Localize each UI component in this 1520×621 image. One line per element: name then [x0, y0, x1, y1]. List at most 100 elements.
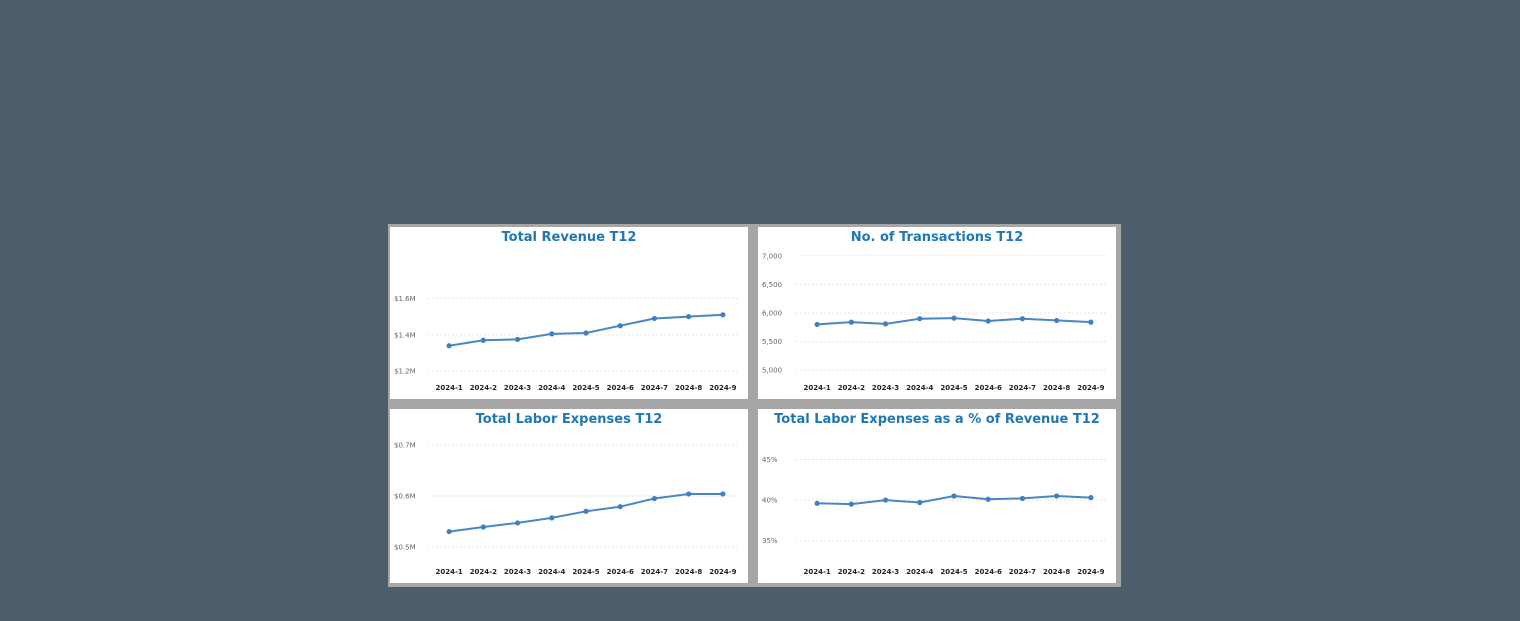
- chart-title: Total Revenue T12: [501, 230, 637, 245]
- y-tick-label: $1.2M: [394, 368, 416, 376]
- y-tick-label: $1.4M: [394, 331, 416, 339]
- x-tick-label: 2024-8: [675, 568, 702, 576]
- chart-transactions: No. of Transactions T12 5,000 5,500 6,000 6…: [758, 227, 1116, 399]
- x-tick-label: 2024-3: [504, 568, 531, 576]
- x-tick-label: 2024-6: [607, 568, 634, 576]
- data-point: [1088, 319, 1094, 325]
- x-tick-label: 2024-6: [975, 384, 1002, 392]
- data-point: [848, 319, 854, 325]
- x-tick-label: 2024-9: [1077, 568, 1104, 576]
- y-tick-label: 45%: [762, 456, 778, 464]
- x-tick-label: 2024-8: [675, 384, 702, 392]
- data-point: [480, 524, 486, 530]
- data-point: [814, 500, 820, 506]
- x-tick-label: 2024-1: [435, 384, 462, 392]
- x-tick-label: 2024-3: [504, 384, 531, 392]
- x-tick-label: 2024-5: [572, 384, 599, 392]
- x-tick-label: 2024-8: [1043, 568, 1070, 576]
- chart-svg: 5,000 5,500 6,000 6,500 7,000 2024-1 2024-2 202…: [762, 252, 1108, 392]
- report-canvas: Total Revenue T12 $1.2M $1.4M $1.6M 2024-1 2…: [388, 224, 1121, 587]
- x-tick-label: 2024-1: [803, 568, 830, 576]
- chart-labor-pct-revenue: Total Labor Expenses as a % of Revenue T…: [758, 409, 1116, 583]
- data-point: [446, 528, 452, 535]
- x-tick-label: 2024-7: [641, 568, 668, 576]
- data-point: [651, 495, 658, 502]
- data-point: [1088, 495, 1094, 501]
- data-point: [686, 491, 692, 497]
- x-tick-label: 2024-4: [538, 568, 565, 576]
- x-tick-label: 2024-4: [906, 568, 933, 576]
- series-line: [448, 313, 723, 347]
- x-tick-label: 2024-2: [470, 384, 497, 392]
- data-point: [882, 497, 889, 503]
- y-tick-label: $1.6M: [394, 295, 416, 303]
- x-tick-label: 2024-5: [940, 568, 967, 576]
- x-tick-label: 2024-9: [709, 384, 736, 392]
- x-tick-label: 2024-9: [1077, 384, 1104, 392]
- y-tick-label: 35%: [762, 537, 778, 545]
- chart-labor-expenses: Total Labor Expenses T12 $0.5M $0.6M $0.7M…: [390, 409, 748, 583]
- x-tick-label: 2024-4: [906, 384, 933, 392]
- chart-total-revenue: Total Revenue T12 $1.2M $1.4M $1.6M 2024-1 2…: [390, 227, 748, 399]
- data-point: [985, 496, 991, 502]
- x-tick-label: 2024-2: [470, 568, 497, 576]
- chart-svg: 35% 40% 45% 2024-1 2024-2 2024-3 2024-4 2024-5 2…: [762, 456, 1108, 576]
- y-tick-label: $0.5M: [394, 543, 416, 551]
- y-tick-label: 7,000: [762, 252, 782, 260]
- chart-title: Total Labor Expenses T12: [475, 412, 663, 427]
- chart-title: No. of Transactions T12: [850, 230, 1024, 245]
- data-point: [951, 493, 957, 499]
- chart-title: Total Labor Expenses as a % of Revenue T…: [774, 412, 1100, 427]
- data-point: [1019, 495, 1026, 502]
- x-tick-label: 2024-4: [538, 384, 565, 392]
- x-tick-label: 2024-2: [838, 384, 865, 392]
- data-point: [480, 337, 486, 343]
- data-point: [549, 331, 555, 337]
- x-tick-label: 2024-7: [1009, 384, 1036, 392]
- data-point: [917, 499, 923, 506]
- data-point: [814, 321, 820, 328]
- x-tick-label: 2024-6: [607, 384, 634, 392]
- y-tick-label: 6,000: [762, 310, 782, 318]
- data-point: [720, 491, 726, 497]
- data-point: [951, 315, 957, 321]
- x-tick-label: 2024-8: [1043, 384, 1070, 392]
- data-point: [617, 504, 623, 510]
- data-point: [583, 330, 589, 336]
- data-point: [848, 501, 854, 507]
- data-point: [1019, 316, 1026, 322]
- data-point: [720, 312, 726, 318]
- x-tick-label: 2024-3: [872, 568, 899, 576]
- y-tick-label: 5,500: [762, 338, 782, 346]
- x-tick-label: 2024-1: [435, 568, 462, 576]
- y-tick-label: $0.7M: [394, 442, 416, 450]
- data-point: [514, 520, 521, 526]
- chart-svg: $1.2M $1.4M $1.6M 2024-1 2024-2 2024-3 2024-4 2…: [394, 295, 740, 392]
- x-tick-label: 2024-1: [803, 384, 830, 392]
- data-point: [583, 508, 589, 514]
- data-point: [985, 318, 991, 324]
- x-tick-label: 2024-3: [872, 384, 899, 392]
- data-point: [617, 323, 623, 329]
- y-tick-label: 40%: [762, 497, 778, 505]
- data-point: [514, 336, 521, 342]
- chart-svg: $0.5M $0.6M $0.7M 2024-1 2024-2 2024-3 2024-4 2…: [394, 442, 740, 576]
- data-point: [651, 315, 658, 322]
- data-point: [1054, 493, 1060, 499]
- data-point: [882, 321, 889, 327]
- x-tick-label: 2024-7: [1009, 568, 1036, 576]
- y-tick-label: 5,000: [762, 367, 782, 375]
- data-point: [549, 515, 555, 521]
- x-tick-label: 2024-5: [940, 384, 967, 392]
- data-point: [446, 343, 452, 349]
- x-tick-label: 2024-7: [641, 384, 668, 392]
- x-tick-label: 2024-5: [572, 568, 599, 576]
- data-point: [917, 316, 923, 322]
- x-tick-label: 2024-2: [838, 568, 865, 576]
- data-point: [686, 314, 692, 320]
- y-tick-label: $0.6M: [394, 493, 416, 501]
- data-point: [1054, 317, 1060, 324]
- x-tick-label: 2024-6: [975, 568, 1002, 576]
- y-tick-label: 6,500: [762, 281, 782, 289]
- x-tick-label: 2024-9: [709, 568, 736, 576]
